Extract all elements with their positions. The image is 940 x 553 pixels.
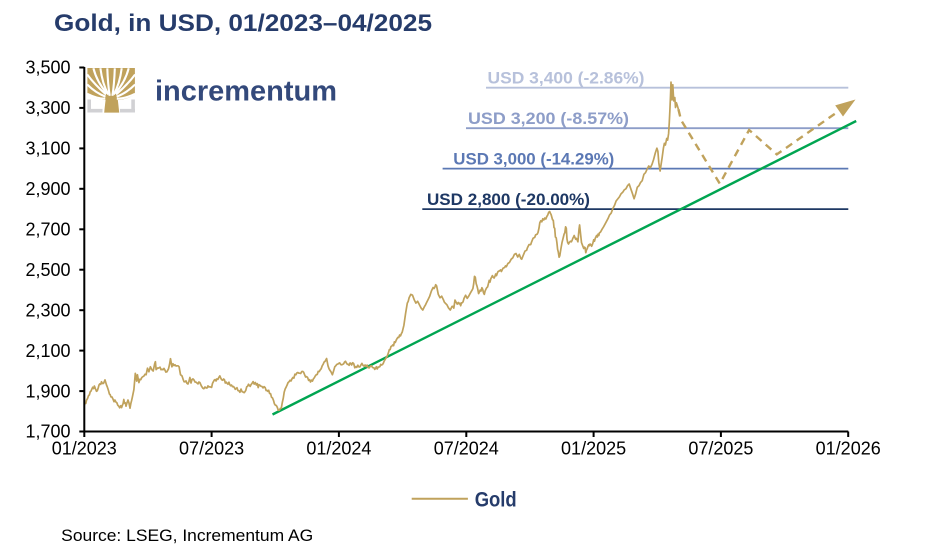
svg-text:USD 2,800 (-20.00%): USD 2,800 (-20.00%) xyxy=(427,190,590,209)
svg-text:2,700: 2,700 xyxy=(25,220,70,240)
svg-text:01/2024: 01/2024 xyxy=(306,439,371,459)
svg-text:USD 3,200 (-8.57%): USD 3,200 (-8.57%) xyxy=(468,109,629,128)
svg-text:01/2026: 01/2026 xyxy=(816,439,881,459)
svg-text:incrementum: incrementum xyxy=(155,76,337,108)
svg-text:01/2025: 01/2025 xyxy=(561,439,626,459)
svg-text:3,500: 3,500 xyxy=(25,58,70,78)
svg-text:1,900: 1,900 xyxy=(25,381,70,401)
svg-text:USD 3,000 (-14.29%): USD 3,000 (-14.29%) xyxy=(453,149,614,168)
svg-text:1,700: 1,700 xyxy=(25,422,70,442)
svg-text:2,900: 2,900 xyxy=(25,179,70,199)
svg-text:07/2025: 07/2025 xyxy=(688,439,753,459)
svg-text:01/2023: 01/2023 xyxy=(52,439,117,459)
svg-text:3,100: 3,100 xyxy=(25,139,70,159)
svg-text:Gold, in USD, 01/2023–04/2025: Gold, in USD, 01/2023–04/2025 xyxy=(54,10,432,37)
svg-text:3,300: 3,300 xyxy=(25,98,70,118)
svg-text:USD 3,400 (-2.86%): USD 3,400 (-2.86%) xyxy=(488,69,645,88)
svg-text:2,300: 2,300 xyxy=(25,300,70,320)
svg-text:Gold: Gold xyxy=(475,488,517,511)
svg-text:07/2024: 07/2024 xyxy=(434,439,499,459)
svg-text:2,100: 2,100 xyxy=(25,341,70,361)
svg-text:2,500: 2,500 xyxy=(25,260,70,280)
svg-text:07/2023: 07/2023 xyxy=(179,439,244,459)
svg-text:Source: LSEG, Incrementum AG: Source: LSEG, Incrementum AG xyxy=(61,526,313,545)
